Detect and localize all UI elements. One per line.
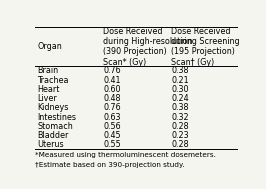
Text: 0.76: 0.76: [103, 67, 121, 75]
Text: Liver: Liver: [37, 94, 57, 103]
Text: 0.38: 0.38: [171, 67, 189, 75]
Text: Uterus: Uterus: [37, 140, 64, 149]
Text: Stomach: Stomach: [37, 122, 73, 131]
Text: Dose Received
during Screening
(195 Projection)
Scan† (Gy): Dose Received during Screening (195 Proj…: [171, 27, 240, 67]
Text: 0.28: 0.28: [171, 122, 189, 131]
Text: Dose Received
during High-resolution
(390 Projection)
Scan* (Gy): Dose Received during High-resolution (39…: [103, 27, 193, 67]
Text: 0.24: 0.24: [171, 94, 189, 103]
Text: 0.32: 0.32: [171, 112, 189, 122]
Text: 0.45: 0.45: [103, 131, 121, 140]
Text: 0.30: 0.30: [171, 85, 189, 94]
Text: 0.60: 0.60: [103, 85, 121, 94]
Text: †Estimate based on 390-projection study.: †Estimate based on 390-projection study.: [35, 162, 185, 168]
Text: 0.23: 0.23: [171, 131, 189, 140]
Text: 0.21: 0.21: [171, 76, 189, 85]
Text: 0.48: 0.48: [103, 94, 121, 103]
Text: 0.56: 0.56: [103, 122, 121, 131]
Text: 0.38: 0.38: [171, 103, 189, 112]
Text: 0.63: 0.63: [103, 112, 121, 122]
Text: Brain: Brain: [37, 67, 59, 75]
Text: Kidneys: Kidneys: [37, 103, 69, 112]
Text: 0.28: 0.28: [171, 140, 189, 149]
Text: Heart: Heart: [37, 85, 60, 94]
Text: 0.41: 0.41: [103, 76, 121, 85]
Text: Organ: Organ: [37, 42, 62, 51]
Text: Bladder: Bladder: [37, 131, 69, 140]
Text: *Measured using thermoluminescent dosemeters.: *Measured using thermoluminescent doseme…: [35, 152, 216, 158]
Text: 0.55: 0.55: [103, 140, 121, 149]
Text: Trachea: Trachea: [37, 76, 69, 85]
Text: 0.76: 0.76: [103, 103, 121, 112]
Text: Intestines: Intestines: [37, 112, 76, 122]
